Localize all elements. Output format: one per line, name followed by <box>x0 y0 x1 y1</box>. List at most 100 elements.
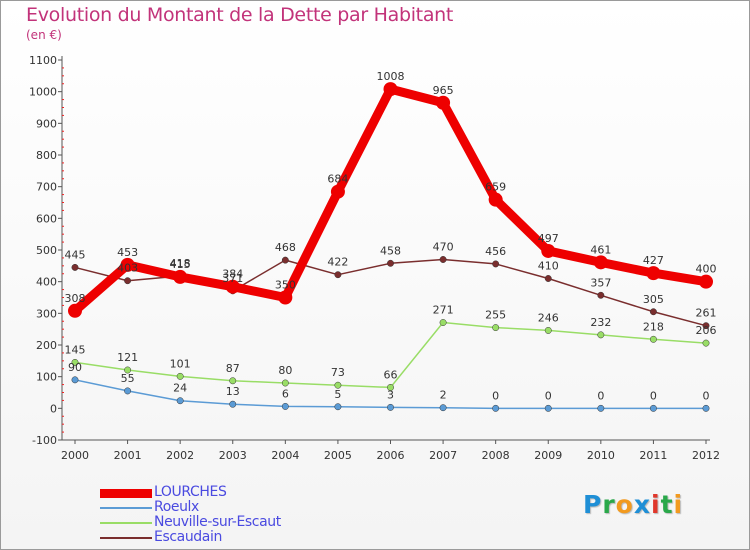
data-label: 255 <box>485 309 506 322</box>
x-tick-label: 2006 <box>377 449 405 462</box>
y-tick-label: 900 <box>36 117 57 130</box>
data-label: 271 <box>433 304 454 317</box>
x-tick-label: 2004 <box>271 449 299 462</box>
data-point <box>124 366 132 374</box>
data-point <box>597 331 605 339</box>
y-tick-label: 300 <box>36 307 57 320</box>
legend-label: Neuville-sur-Escaut <box>154 514 281 530</box>
data-point <box>334 271 342 279</box>
data-label: 400 <box>696 263 717 276</box>
x-tick-label: 2007 <box>429 449 457 462</box>
legend-label: Escaudain <box>154 529 222 545</box>
data-point <box>649 308 657 316</box>
data-point <box>334 403 342 411</box>
data-label: 206 <box>696 324 717 337</box>
data-point <box>492 324 500 332</box>
data-point <box>649 404 657 412</box>
data-point <box>436 95 451 110</box>
data-point <box>173 269 188 284</box>
data-point <box>176 397 184 405</box>
data-label: 418 <box>170 257 191 270</box>
data-point <box>387 383 394 391</box>
data-point <box>330 184 345 199</box>
data-point <box>597 404 605 412</box>
legend-label: LOURCHES <box>154 484 227 500</box>
data-point <box>702 322 710 330</box>
data-point <box>541 243 556 258</box>
data-point <box>225 279 240 294</box>
data-label: 458 <box>380 244 401 257</box>
data-label: 87 <box>226 362 240 375</box>
data-point <box>281 402 289 410</box>
data-point <box>278 290 293 305</box>
y-tick-label: 400 <box>36 276 57 289</box>
chart-subtitle: (en €) <box>26 28 62 42</box>
data-point <box>387 403 394 411</box>
x-tick-label: 2003 <box>219 449 247 462</box>
data-label: 468 <box>275 241 296 254</box>
data-point <box>439 319 447 326</box>
y-tick-label: 600 <box>36 212 57 225</box>
series-line-lourches <box>70 84 711 316</box>
data-label: 0 <box>545 389 552 402</box>
data-point <box>71 263 79 271</box>
data-label: 403 <box>117 262 138 275</box>
data-point <box>71 376 79 384</box>
data-point <box>124 277 132 285</box>
data-label: 415 <box>170 258 191 271</box>
data-label: 80 <box>278 364 292 377</box>
data-label: 350 <box>275 279 296 292</box>
x-tick-label: 2011 <box>639 449 667 462</box>
data-label: 384 <box>222 268 243 281</box>
data-label: 24 <box>173 382 187 395</box>
data-point <box>597 291 605 299</box>
data-point <box>649 335 657 343</box>
data-label: 357 <box>590 276 611 289</box>
data-point <box>120 257 135 272</box>
proxiti-logo: Proxiti <box>583 490 684 519</box>
data-point <box>646 266 661 281</box>
data-point <box>124 387 132 395</box>
data-label: 6 <box>282 387 289 400</box>
data-label: 0 <box>597 389 604 402</box>
data-label: 497 <box>538 232 559 245</box>
y-tick-label: 100 <box>36 371 57 384</box>
y-tick-label: 1000 <box>29 86 57 99</box>
data-point <box>334 381 342 389</box>
data-label: 90 <box>68 361 82 374</box>
data-label: 305 <box>643 293 664 306</box>
y-tick-label: 800 <box>36 149 57 162</box>
x-tick-label: 2005 <box>324 449 352 462</box>
data-point <box>544 275 552 282</box>
data-point <box>702 339 710 347</box>
data-point <box>387 259 394 267</box>
data-point <box>492 404 500 412</box>
legend-swatch <box>100 488 152 498</box>
data-label: 261 <box>696 307 717 320</box>
data-point <box>383 82 398 97</box>
data-label: 422 <box>327 256 348 269</box>
data-label: 2 <box>440 389 447 402</box>
data-point <box>281 256 289 264</box>
data-label: 965 <box>433 84 454 97</box>
data-label: 5 <box>334 388 341 401</box>
y-tick-label: 1100 <box>29 54 57 67</box>
data-label: 684 <box>327 173 348 186</box>
data-label: 461 <box>590 243 611 256</box>
data-label: 456 <box>485 245 506 258</box>
data-label: 145 <box>65 343 86 356</box>
x-tick-label: 2008 <box>482 449 510 462</box>
data-point <box>544 326 552 334</box>
data-label: 232 <box>590 316 611 329</box>
x-tick-label: 2012 <box>692 449 720 462</box>
y-tick-label: 200 <box>36 339 57 352</box>
data-label: 427 <box>643 254 664 267</box>
x-tick-label: 2002 <box>166 449 194 462</box>
data-label: 453 <box>117 246 138 259</box>
legend-swatch <box>100 507 152 509</box>
legend-label: Roeulx <box>154 499 199 515</box>
data-label: 1008 <box>377 70 405 83</box>
data-label: 410 <box>538 260 559 273</box>
data-label: 218 <box>643 320 664 333</box>
